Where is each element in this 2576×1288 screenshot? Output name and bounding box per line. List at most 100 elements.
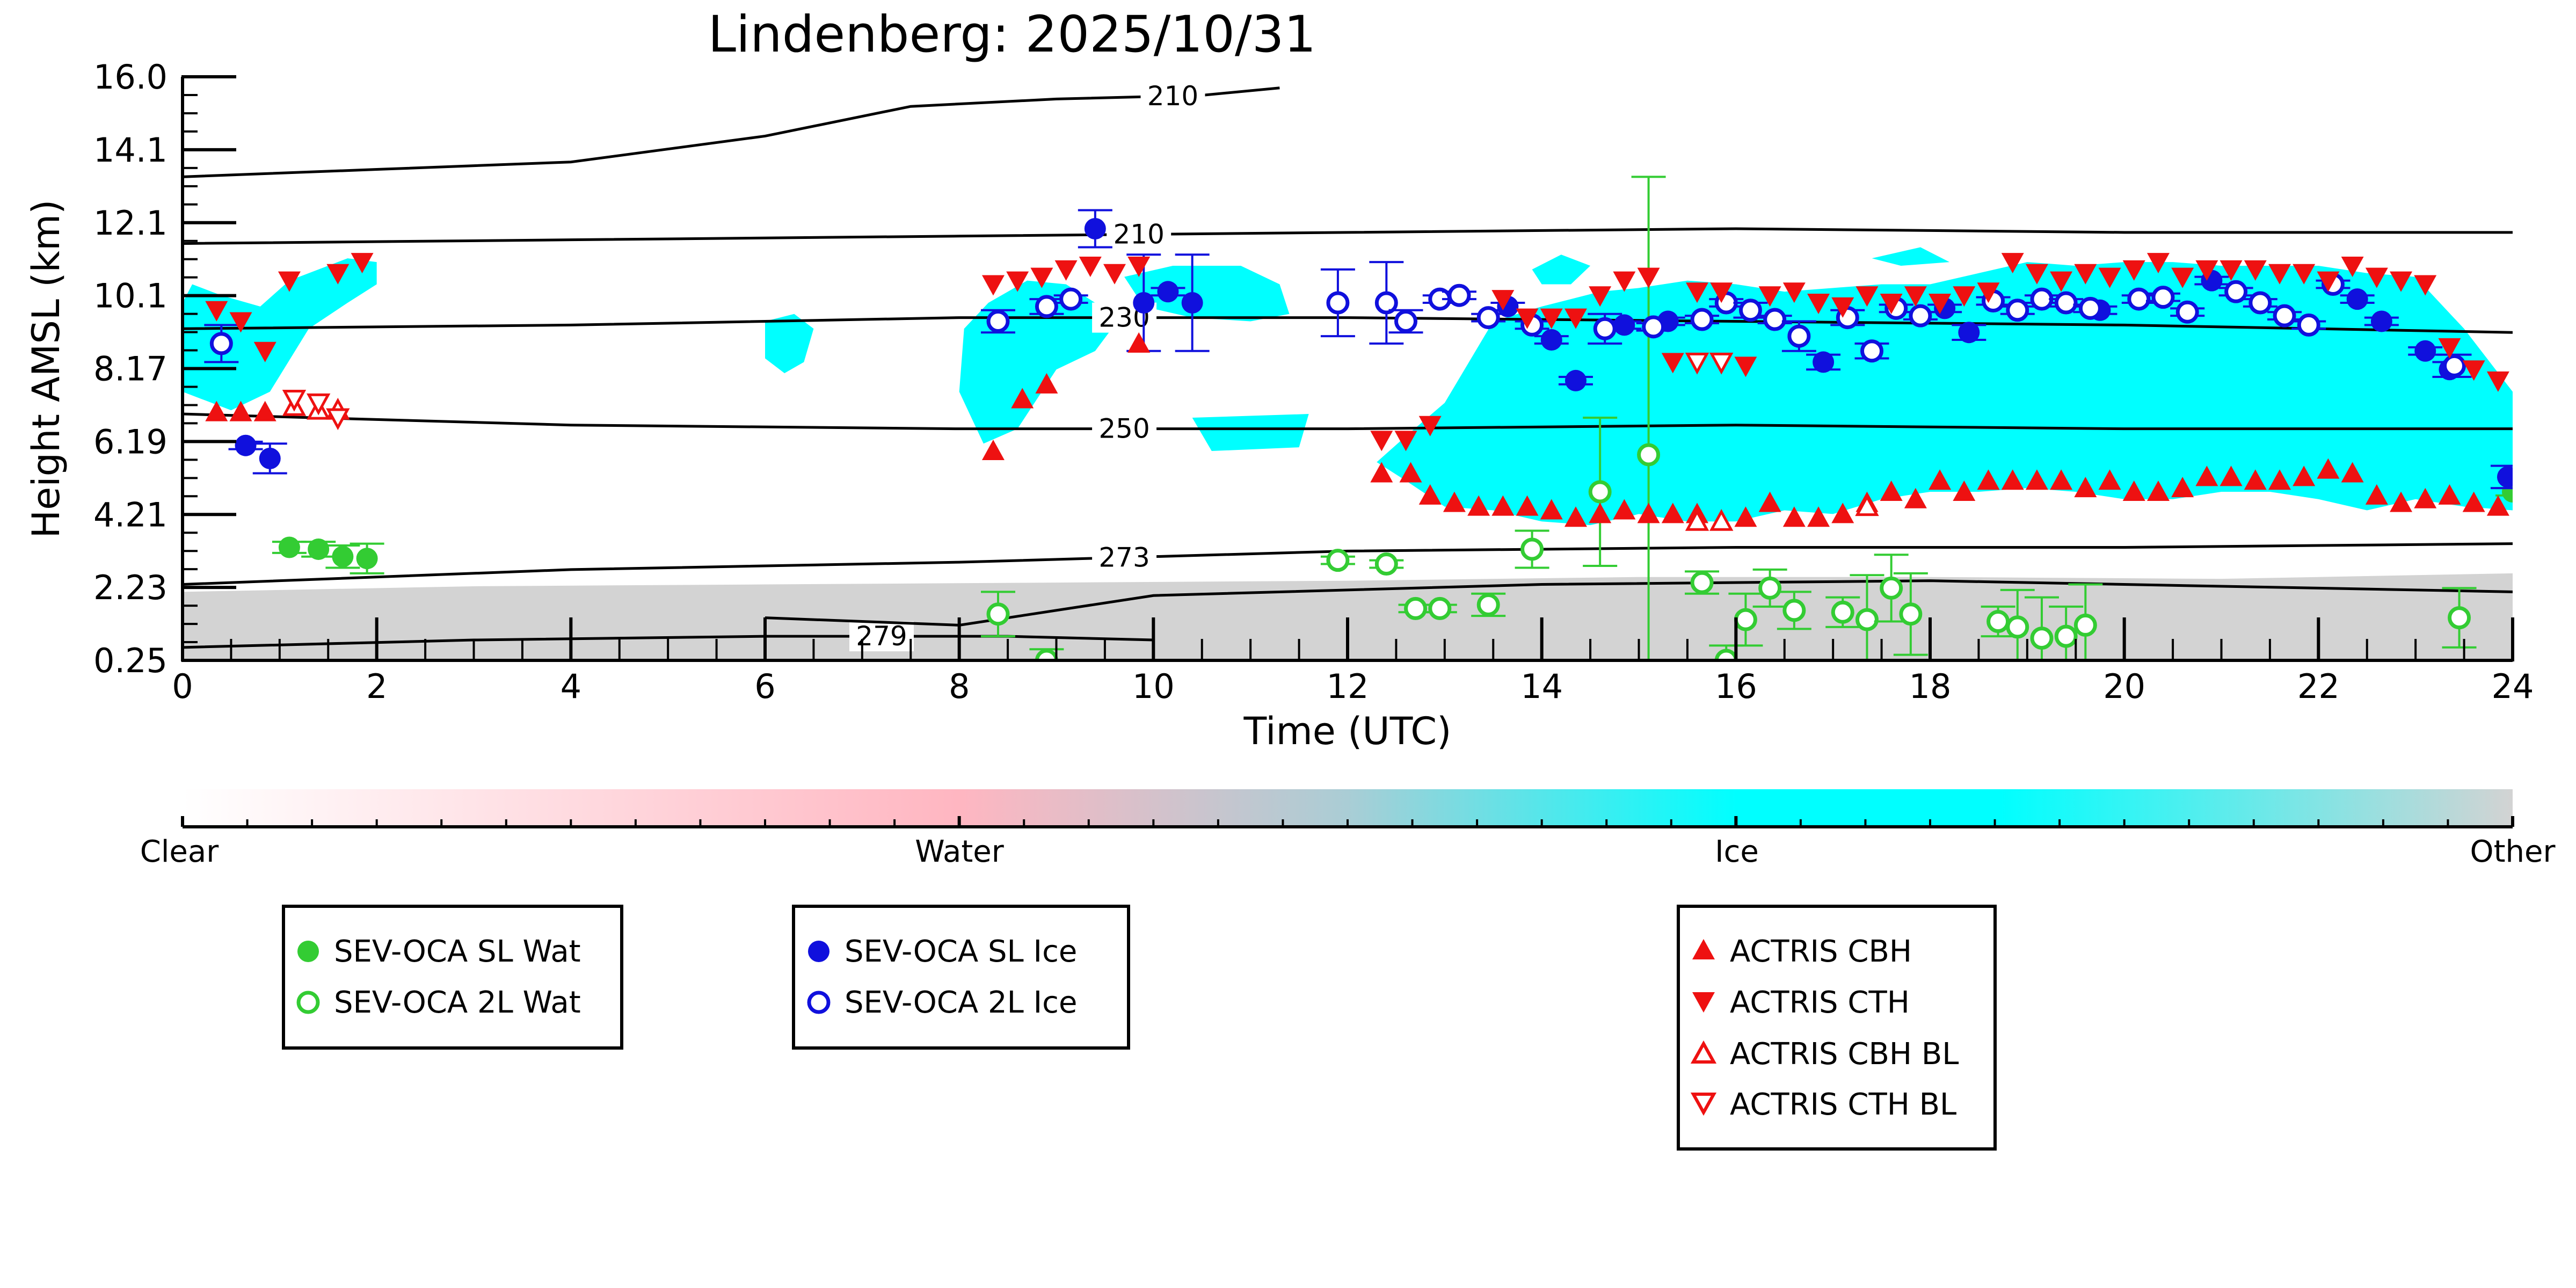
data-point [1181, 292, 1203, 314]
legend-marker-cth-bl [1690, 1093, 1717, 1116]
data-point [1443, 491, 1466, 512]
contour-label-bg [849, 621, 914, 652]
data-point [2054, 624, 2078, 648]
data-point [1953, 286, 1976, 307]
data-point [1516, 495, 1539, 516]
data-point [205, 301, 228, 322]
data-point [1813, 351, 1835, 373]
data-point [1394, 431, 1417, 452]
data-point [2224, 280, 2248, 303]
data-point [1686, 282, 1708, 303]
data-point [2030, 627, 2054, 650]
data-point [1491, 495, 1515, 516]
y-tick-label: 4.21 [93, 495, 168, 534]
data-point [1782, 506, 1806, 527]
data-point [2370, 310, 2392, 332]
legend-label-cth-bl: ACTRIS CTH BL [1730, 1087, 1956, 1122]
data-point [2054, 291, 2078, 315]
data-point [1637, 443, 1661, 467]
x-tick-label: 24 [2492, 667, 2534, 706]
y-axis-label: Height AMSL (km) [24, 200, 68, 539]
data-point [1613, 271, 1636, 292]
data-point [2414, 340, 2436, 362]
data-point [2006, 299, 2029, 322]
data-point [1807, 293, 1830, 314]
data-point [1909, 304, 1932, 328]
data-point [1540, 308, 1563, 329]
data-point [1709, 352, 1734, 375]
data-point [1642, 315, 1665, 339]
data-point [1855, 286, 1879, 307]
data-point [1758, 286, 1781, 307]
legend-box-actris [1677, 905, 1997, 1151]
data-point [229, 401, 252, 421]
data-point [2195, 465, 2218, 486]
y-tick-label: 10.1 [93, 276, 168, 316]
data-point [2098, 267, 2121, 288]
legend-ice: SEV-OCA SL Ice SEV-OCA 2L Ice [792, 905, 1130, 1050]
colorbar-label-ice: Ice [1715, 834, 1759, 869]
data-point [2171, 267, 2194, 288]
data-point [1394, 310, 1417, 333]
data-point [1782, 599, 1806, 622]
data-point [2438, 338, 2461, 359]
data-point [1986, 610, 2010, 634]
data-point [2293, 264, 2316, 285]
data-point [1953, 480, 1976, 501]
data-point [1540, 329, 1562, 351]
colorbar-label-other: Other [2470, 834, 2556, 869]
data-point [2050, 271, 2073, 292]
data-point [1370, 431, 1393, 452]
colorbar-ticks [181, 816, 2514, 828]
data-point [1404, 596, 1428, 620]
ice-region [183, 258, 377, 411]
contour-label: 273 [1098, 542, 1149, 573]
data-point [2073, 613, 2097, 637]
data-point [2127, 287, 2151, 311]
y-tick-label: 0.25 [93, 641, 168, 680]
data-point [229, 312, 252, 333]
chart-title: Lindenberg: 2025/10/31 [708, 5, 1316, 64]
data-point [351, 253, 374, 274]
ice-region [1192, 414, 1309, 452]
data-point [1637, 503, 1660, 523]
data-point [2074, 477, 2097, 498]
data-point [278, 271, 301, 292]
data-point [1899, 602, 1923, 626]
data-point [1564, 308, 1587, 329]
temperature-contour [183, 86, 1280, 178]
data-point [1418, 416, 1442, 436]
data-point [2341, 256, 2364, 277]
data-point [1418, 484, 1442, 505]
data-point [2414, 275, 2437, 296]
data-point [1855, 494, 1879, 516]
data-point [2341, 462, 2364, 483]
data-point [209, 332, 233, 355]
y-tick-label: 2.23 [93, 568, 168, 607]
contour-label: 210 [1113, 219, 1164, 250]
y-tick-label: 14.1 [93, 130, 168, 170]
data-point [1326, 291, 1350, 315]
data-point [308, 538, 330, 560]
data-point [1734, 608, 1757, 631]
data-point [1904, 487, 1927, 508]
data-point [2486, 371, 2509, 392]
data-point [1855, 608, 1879, 631]
legend-label-2l-wat: SEV-OCA 2L Wat [334, 985, 581, 1020]
legend-box-water [282, 905, 623, 1050]
contour-label-bg [1092, 542, 1157, 573]
data-point [1904, 286, 1927, 307]
data-point [2268, 264, 2291, 285]
data-point [1588, 480, 1612, 504]
data-point [253, 401, 276, 421]
x-tick-label: 8 [949, 667, 970, 706]
data-point [1079, 256, 1102, 277]
data-point [1758, 576, 1782, 600]
data-point [2317, 458, 2340, 479]
contour-label-bg [1092, 413, 1157, 444]
data-point [282, 389, 307, 412]
y-tick-label: 16.0 [93, 57, 168, 97]
legend-label-cth: ACTRIS CTH [1730, 985, 1910, 1020]
data-point [986, 602, 1010, 626]
x-tick-label: 14 [1520, 667, 1563, 706]
